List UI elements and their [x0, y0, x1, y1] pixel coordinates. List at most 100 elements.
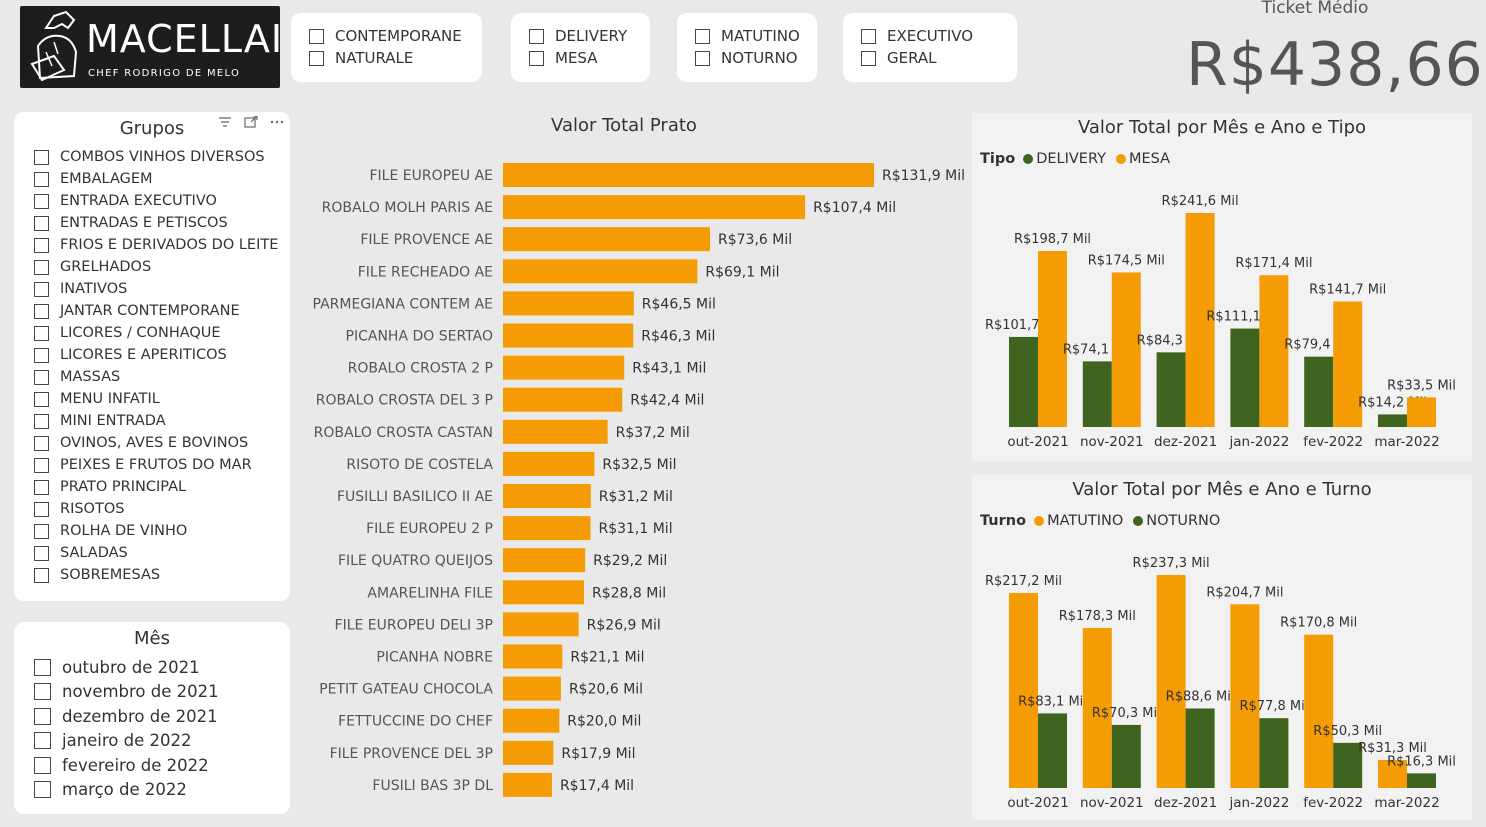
slicer-option-janeiro-de-2022[interactable]: janeiro de 2022 [34, 729, 219, 754]
checkbox[interactable] [34, 732, 51, 750]
checkbox[interactable] [34, 149, 49, 165]
slicer-option-executivo[interactable]: EXECUTIVO [861, 25, 1017, 47]
checkbox[interactable] [34, 567, 49, 583]
checkbox[interactable] [34, 781, 51, 799]
checkbox[interactable] [34, 347, 49, 363]
slicer-option-embalagem[interactable]: EMBALAGEM [34, 168, 278, 190]
checkbox[interactable] [34, 413, 49, 429]
checkbox[interactable] [34, 193, 49, 209]
chef-icon [30, 10, 78, 82]
slicer-option-entrada-executivo[interactable]: ENTRADA EXECUTIVO [34, 190, 278, 212]
slicer-option-contemporane[interactable]: CONTEMPORANE [309, 25, 482, 47]
slicer-option-grelhados[interactable]: GRELHADOS [34, 256, 278, 278]
slicer-option-mini-entrada[interactable]: MINI ENTRADA [34, 410, 278, 432]
checkbox[interactable] [34, 435, 49, 451]
checkbox[interactable] [34, 237, 49, 253]
focus-mode-icon[interactable] [244, 115, 258, 132]
panel-turno: Valor Total por Mês e Ano e Turno Turno … [972, 475, 1472, 820]
checkbox[interactable] [309, 28, 324, 44]
slicer-option-saladas[interactable]: SALADAS [34, 542, 278, 564]
checkbox[interactable] [34, 303, 49, 319]
checkbox[interactable] [34, 369, 49, 385]
kpi-value: R$438,66 [1186, 30, 1484, 100]
checkbox[interactable] [34, 683, 51, 701]
category-label: FUSILLI BASILICO II AE [337, 489, 493, 505]
checkbox[interactable] [529, 50, 544, 66]
slicer-option-outubro-de-2021[interactable]: outubro de 2021 [34, 655, 219, 680]
data-label: R$31,3 Mil [1358, 741, 1427, 756]
slicer-option-inativos[interactable]: INATIVOS [34, 278, 278, 300]
slicer-option-risotos[interactable]: RISOTOS [34, 498, 278, 520]
checkbox[interactable] [34, 215, 49, 231]
slicer-option-jantar-contemporane[interactable]: JANTAR CONTEMPORANE [34, 300, 278, 322]
option-label: OVINOS, AVES E BOVINOS [60, 435, 249, 451]
checkbox[interactable] [34, 325, 49, 341]
slicer-option-delivery[interactable]: DELIVERY [529, 25, 650, 47]
bar [503, 163, 874, 187]
slicer-option-rolha-de-vinho[interactable]: ROLHA DE VINHO [34, 520, 278, 542]
slicer-option-licores-e-aperiticos[interactable]: LICORES E APERITICOS [34, 344, 278, 366]
slicer-option-menu-infatil[interactable]: MENU INFATIL [34, 388, 278, 410]
legend-item-mesa[interactable]: MESA [1115, 151, 1170, 167]
bar [503, 548, 586, 573]
slicer-option-massas[interactable]: MASSAS [34, 366, 278, 388]
checkbox[interactable] [861, 28, 876, 44]
checkbox[interactable] [34, 523, 49, 539]
checkbox[interactable] [34, 707, 51, 725]
slicer-option-licores-conhaque[interactable]: LICORES / CONHAQUE [34, 322, 278, 344]
slicer-option-frios-e-derivados-do-leite[interactable]: FRIOS E DERIVADOS DO LEITE [34, 234, 278, 256]
x-tick-label: out-2021 [1007, 434, 1068, 450]
checkbox[interactable] [309, 50, 324, 66]
filter-icon[interactable] [218, 116, 232, 132]
checkbox[interactable] [34, 457, 49, 473]
bar [503, 676, 561, 701]
checkbox[interactable] [529, 28, 544, 44]
slicer-option-sobremesas[interactable]: SOBREMESAS [34, 564, 278, 586]
legend-item-noturno[interactable]: NOTURNO [1133, 513, 1220, 529]
bar [1038, 250, 1067, 427]
option-label: outubro de 2021 [62, 657, 200, 677]
slicer-option-marco-de-2022[interactable]: março de 2022 [34, 778, 219, 803]
slicer-option-dezembro-de-2021[interactable]: dezembro de 2021 [34, 704, 219, 729]
slicer-option-noturno[interactable]: NOTURNO [695, 47, 817, 69]
slicer-option-geral[interactable]: GERAL [861, 47, 1017, 69]
slicer-option-entradas-e-petiscos[interactable]: ENTRADAS E PETISCOS [34, 212, 278, 234]
checkbox[interactable] [695, 28, 710, 44]
grupos-list: COMBOS VINHOS DIVERSOS EMBALAGEM ENTRADA E… [34, 146, 278, 586]
data-label: R$42,4 Mil [630, 393, 704, 409]
checkbox[interactable] [34, 658, 51, 676]
more-options-icon[interactable] [270, 116, 284, 132]
x-tick-label: nov-2021 [1080, 434, 1144, 450]
checkbox[interactable] [34, 501, 49, 517]
slicer-option-novembro-de-2021[interactable]: novembro de 2021 [34, 680, 219, 705]
slicer-option-prato-principal[interactable]: PRATO PRINCIPAL [34, 476, 278, 498]
legend-item-delivery[interactable]: DELIVERY [1023, 151, 1106, 167]
checkbox[interactable] [34, 545, 49, 561]
slicer-option-matutino[interactable]: MATUTINO [695, 25, 817, 47]
slicer-option-naturale[interactable]: NATURALE [309, 47, 482, 69]
data-label: R$107,4 Mil [813, 200, 896, 216]
slicer-option-combos-vinhos-diversos[interactable]: COMBOS VINHOS DIVERSOS [34, 146, 278, 168]
checkbox[interactable] [34, 171, 49, 187]
bar [1304, 634, 1334, 788]
slicer-option-ovinos-aves-e-bovinos[interactable]: OVINOS, AVES E BOVINOS [34, 432, 278, 454]
option-label: janeiro de 2022 [62, 731, 192, 751]
checkbox[interactable] [695, 50, 710, 66]
bar [503, 451, 595, 476]
slicer-option-mesa[interactable]: MESA [529, 47, 650, 69]
legend-item-matutino[interactable]: MATUTINO [1034, 513, 1123, 529]
bar [1111, 272, 1141, 427]
checkbox[interactable] [34, 259, 49, 275]
checkbox[interactable] [34, 281, 49, 297]
checkbox[interactable] [34, 479, 49, 495]
slicer-option-peixes-e-frutos-do-mar[interactable]: PEIXES E FRUTOS DO MAR [34, 454, 278, 476]
checkbox[interactable] [34, 391, 49, 407]
checkbox[interactable] [861, 50, 876, 66]
checkbox[interactable] [34, 756, 51, 774]
slicer-option-fevereiro-de-2022[interactable]: fevereiro de 2022 [34, 753, 219, 778]
data-label: R$170,8 Mil [1280, 616, 1357, 631]
data-label: R$241,6 Mil [1162, 194, 1239, 209]
bar [1407, 773, 1436, 788]
x-tick-label: dez-2021 [1154, 434, 1217, 450]
